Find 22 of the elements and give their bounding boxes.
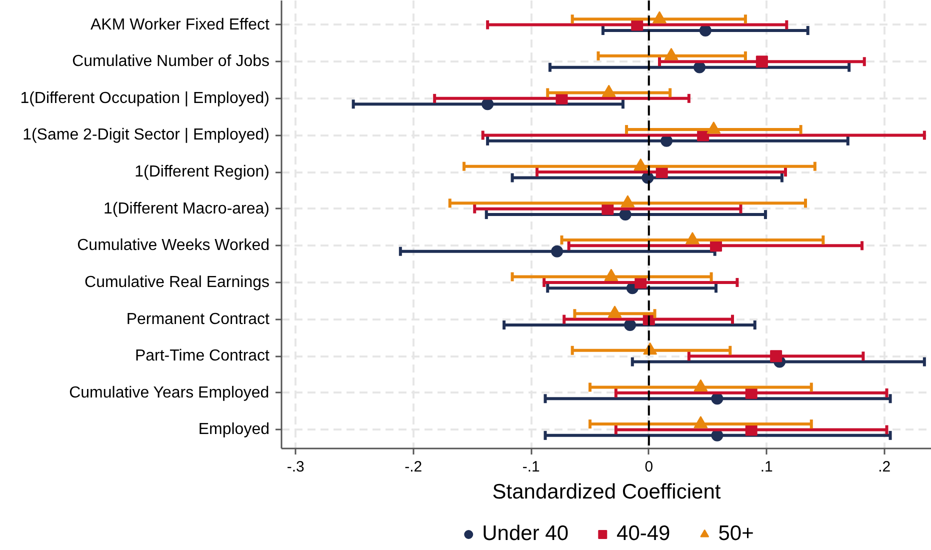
y-tick-label: Cumulative Weeks Worked — [77, 237, 270, 254]
y-tick-label: Cumulative Number of Jobs — [72, 53, 270, 70]
y-tick-label: Cumulative Real Earnings — [84, 274, 270, 291]
y-tick-label: Part-Time Contract — [134, 348, 270, 365]
legend-label: 50+ — [718, 522, 754, 546]
x-tick-label: -.1 — [522, 458, 540, 476]
y-tick-label: 1(Same 2-Digit Sector | Employed) — [22, 126, 270, 144]
x-tick-label: -.3 — [286, 458, 304, 476]
x-tick-label: -.2 — [404, 458, 422, 476]
y-tick-label: Cumulative Years Employed — [69, 384, 270, 402]
y-tick-label: 1(Different Region) — [134, 164, 270, 181]
x-tick-label: .2 — [878, 458, 891, 476]
y-tick-label: Permanent Contract — [126, 310, 270, 328]
x-axis-title: Standardized Coefficient — [492, 480, 721, 504]
x-tick-label: .1 — [760, 458, 773, 476]
y-tick-label: 1(Different Occupation | Employed) — [20, 90, 270, 107]
y-tick-label: AKM Worker Fixed Effect — [90, 16, 270, 34]
y-tick-label: Employed — [198, 421, 270, 438]
legend-label: Under 40 — [482, 522, 569, 546]
x-tick-label: 0 — [644, 458, 654, 476]
legend-label: 40-49 — [616, 522, 670, 546]
y-tick-label: 1(Different Macro-area) — [104, 200, 270, 218]
